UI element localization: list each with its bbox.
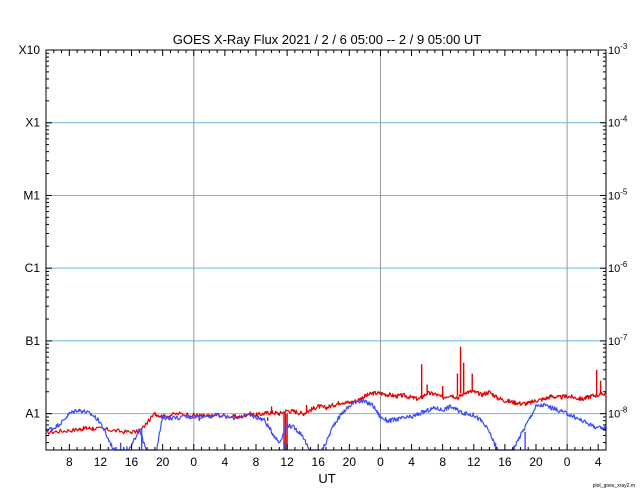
y-right-label: 10-3 <box>608 42 628 57</box>
x-tick-label: 4 <box>408 455 415 469</box>
y-right-label: 10-8 <box>608 406 628 421</box>
series-layer <box>45 346 607 451</box>
y-right-label-exponent: -8 <box>620 406 628 415</box>
footer-note: plot_goes_xray2.m <box>593 483 635 489</box>
y-right-label-exponent: -7 <box>620 333 628 342</box>
chart-title: GOES X-Ray Flux 2021 / 2 / 6 05:00 -- 2 … <box>173 32 482 47</box>
x-tick-label: 12 <box>280 455 294 469</box>
series-line-2 <box>45 399 607 451</box>
x-tick-label: 4 <box>222 455 229 469</box>
series-line-1 <box>45 389 607 435</box>
x-tick-label: 8 <box>253 455 260 469</box>
x-tick-label: 8 <box>66 455 73 469</box>
y-right-label-exponent: -4 <box>620 115 628 124</box>
y-right-label-exponent: -6 <box>620 260 628 269</box>
tick-layer <box>45 49 607 450</box>
x-tick-label: 4 <box>595 455 602 469</box>
y-right-label: 10-4 <box>608 115 628 130</box>
x-tick-label: 12 <box>467 455 481 469</box>
y-right-label: 10-7 <box>608 333 628 348</box>
y-right-label: 10-5 <box>608 187 628 202</box>
x-tick-label: 0 <box>190 455 197 469</box>
y-left-label: B1 <box>25 334 40 348</box>
y-left-label: X1 <box>25 116 40 130</box>
x-tick-label: 16 <box>498 455 512 469</box>
x-tick-label: 16 <box>125 455 139 469</box>
y-left-label: X10 <box>19 43 41 57</box>
x-tick-label: 12 <box>94 455 108 469</box>
y-right-label-exponent: -5 <box>620 187 628 196</box>
x-axis-label: UT <box>318 471 335 486</box>
x-tick-label: 20 <box>343 455 357 469</box>
y-right-label: 10-6 <box>608 260 628 275</box>
x-tick-label: 0 <box>564 455 571 469</box>
x-tick-label: 8 <box>439 455 446 469</box>
x-tick-label: 20 <box>529 455 543 469</box>
x-tick-label: 16 <box>312 455 326 469</box>
grid-layer <box>46 50 606 450</box>
x-tick-label: 20 <box>156 455 170 469</box>
y-left-label: A1 <box>25 407 40 421</box>
label-layer: 8 12 16 20 0 4 8 12 16 20 0 4 8 12 16 20 0 4 A1 B1 C1 M1 X1 X10… <box>19 42 628 469</box>
plot-frame <box>45 49 607 451</box>
x-tick-label: 0 <box>377 455 384 469</box>
y-left-label: M1 <box>23 188 40 202</box>
y-right-label-exponent: -3 <box>620 42 628 51</box>
y-left-label: C1 <box>25 261 41 275</box>
